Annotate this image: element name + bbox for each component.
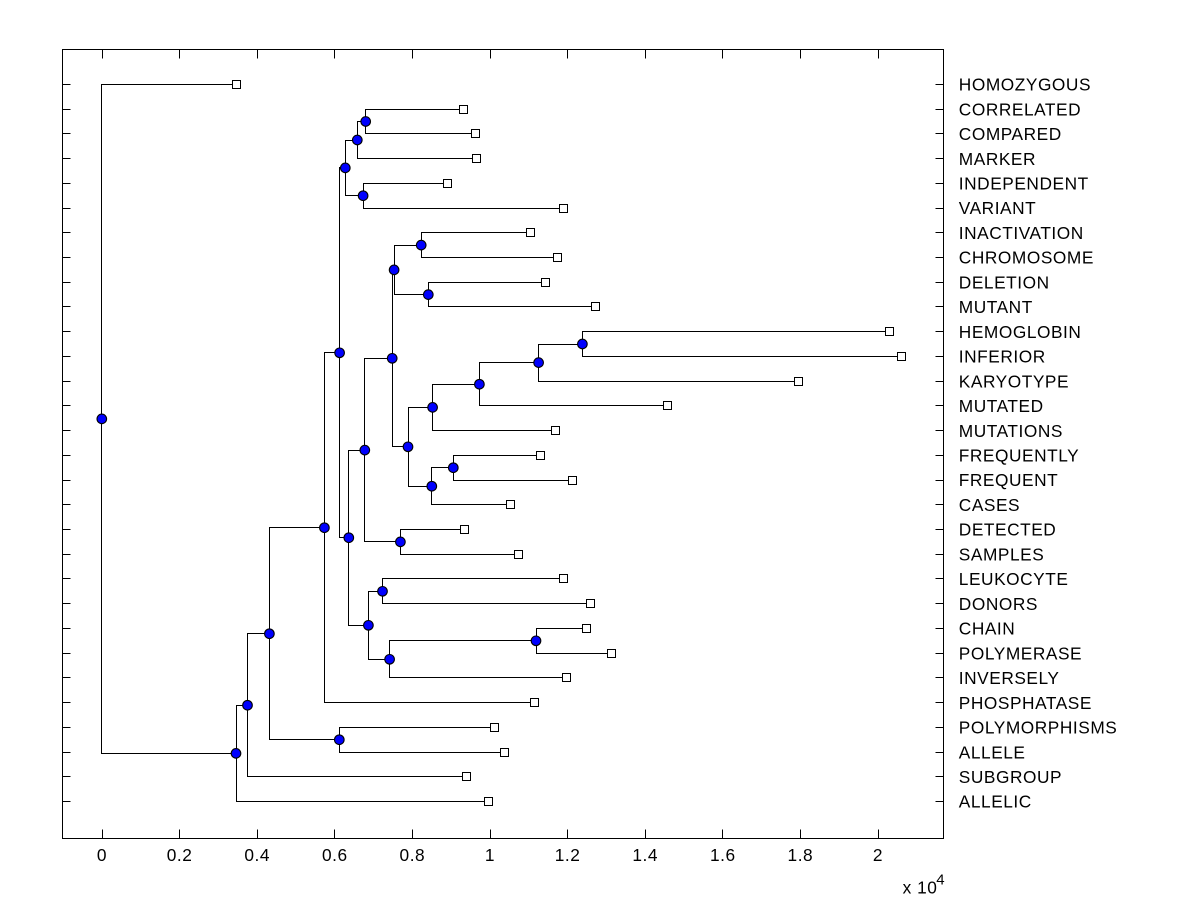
svg-text:0.2: 0.2 bbox=[167, 845, 193, 865]
svg-text:LEUKOCYTE: LEUKOCYTE bbox=[959, 569, 1069, 589]
svg-text:COMPARED: COMPARED bbox=[959, 124, 1062, 144]
svg-text:CASES: CASES bbox=[959, 495, 1020, 515]
svg-text:1.4: 1.4 bbox=[632, 845, 658, 865]
svg-text:1.8: 1.8 bbox=[788, 845, 814, 865]
svg-text:CORRELATED: CORRELATED bbox=[959, 99, 1081, 119]
svg-text:0.4: 0.4 bbox=[244, 845, 270, 865]
svg-text:MUTATIONS: MUTATIONS bbox=[959, 421, 1063, 441]
svg-text:FREQUENT: FREQUENT bbox=[959, 470, 1058, 490]
svg-text:0.8: 0.8 bbox=[400, 845, 426, 865]
svg-text:VARIANT: VARIANT bbox=[959, 198, 1036, 218]
svg-text:2: 2 bbox=[873, 845, 883, 865]
svg-text:SAMPLES: SAMPLES bbox=[959, 544, 1045, 564]
svg-text:DETECTED: DETECTED bbox=[959, 520, 1057, 540]
svg-text:0.6: 0.6 bbox=[322, 845, 348, 865]
svg-text:ALLELE: ALLELE bbox=[959, 742, 1026, 762]
svg-text:x 10: x 10 bbox=[903, 878, 938, 898]
svg-text:MUTATED: MUTATED bbox=[959, 396, 1044, 416]
svg-text:MARKER: MARKER bbox=[959, 149, 1036, 169]
svg-text:INVERSELY: INVERSELY bbox=[959, 668, 1060, 688]
svg-text:PHOSPHATASE: PHOSPHATASE bbox=[959, 693, 1092, 713]
svg-text:INACTIVATION: INACTIVATION bbox=[959, 223, 1084, 243]
svg-text:CHAIN: CHAIN bbox=[959, 619, 1016, 639]
svg-text:DELETION: DELETION bbox=[959, 272, 1050, 292]
svg-text:HEMOGLOBIN: HEMOGLOBIN bbox=[959, 322, 1082, 342]
svg-text:1.6: 1.6 bbox=[710, 845, 736, 865]
svg-text:HOMOZYGOUS: HOMOZYGOUS bbox=[959, 75, 1091, 95]
svg-text:POLYMERASE: POLYMERASE bbox=[959, 643, 1082, 663]
svg-text:KARYOTYPE: KARYOTYPE bbox=[959, 371, 1069, 391]
svg-text:0: 0 bbox=[97, 845, 107, 865]
svg-text:CHROMOSOME: CHROMOSOME bbox=[959, 248, 1094, 268]
svg-text:POLYMORPHISMS: POLYMORPHISMS bbox=[959, 718, 1118, 738]
svg-text:1.2: 1.2 bbox=[555, 845, 581, 865]
svg-text:INFERIOR: INFERIOR bbox=[959, 347, 1046, 367]
svg-text:SUBGROUP: SUBGROUP bbox=[959, 767, 1062, 787]
svg-text:4: 4 bbox=[936, 871, 944, 888]
svg-text:MUTANT: MUTANT bbox=[959, 297, 1033, 317]
svg-text:DONORS: DONORS bbox=[959, 594, 1038, 614]
svg-text:FREQUENTLY: FREQUENTLY bbox=[959, 446, 1079, 466]
svg-text:INDEPENDENT: INDEPENDENT bbox=[959, 174, 1089, 194]
svg-text:ALLELIC: ALLELIC bbox=[959, 792, 1032, 812]
svg-text:1: 1 bbox=[485, 845, 495, 865]
